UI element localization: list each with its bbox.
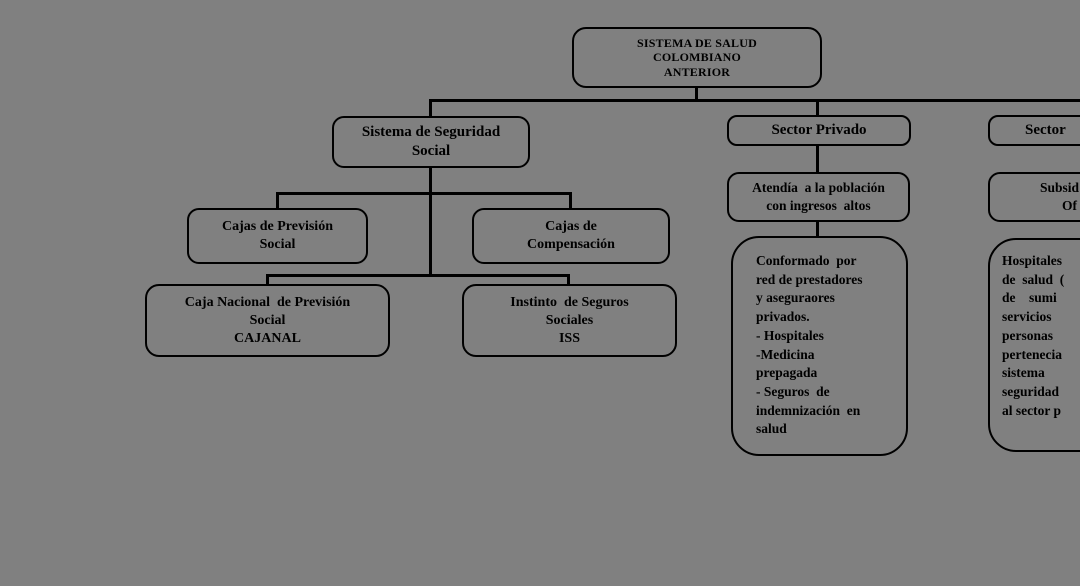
node-text-line: Hospitales <box>1002 253 1063 268</box>
connector-drop-sector-privado <box>816 99 819 115</box>
node-text-line: Instinto de Seguros <box>510 294 629 310</box>
node-subsidios-clipped: Subsid Of <box>988 172 1080 222</box>
node-subsidios-line1: Subsid <box>1040 180 1080 195</box>
node-sistema-de-salud-colombiano-anterior: SISTEMA DE SALUD COLOMBIANO ANTERIOR <box>572 27 822 88</box>
node-text-line: Social <box>249 312 286 328</box>
node-sector-privado: Sector Privado <box>727 115 911 146</box>
node-text-line: salud <box>756 421 787 437</box>
node-text-line: Atendía a la población <box>752 180 885 195</box>
node-text-line: - Hospitales <box>756 327 824 343</box>
connector-atendia-conformado <box>816 222 819 236</box>
connector-sector-privado-atendia <box>816 146 819 172</box>
node-atendia-poblacion-ingresos-altos: Atendía a la población con ingresos altos <box>727 172 910 222</box>
node-sector-clipped: Sector <box>988 115 1080 146</box>
node-text-line: SISTEMA DE SALUD <box>637 35 757 50</box>
node-text-line: con ingresos altos <box>766 198 871 213</box>
node-text-line: al sector p <box>1002 402 1061 418</box>
node-sector-clipped-label: Sector <box>1025 122 1066 138</box>
node-text-line: CAJANAL <box>234 330 301 346</box>
node-cajanal: Caja Nacional de Previsión Social CAJANAL <box>145 284 390 357</box>
connector-seguridad-trunk <box>429 168 432 277</box>
connector-drop-cajanal <box>266 274 269 284</box>
node-sector-privado-label: Sector Privado <box>771 122 867 138</box>
node-text-line: sistema <box>1002 365 1045 381</box>
node-text-line: ISS <box>558 330 581 346</box>
node-text-line: y aseguraores <box>756 290 835 306</box>
node-text-line: prepagada <box>756 365 818 381</box>
node-text-line: Compensación <box>527 237 615 252</box>
node-conformado-red-prestadores: Conformado por red de prestadores y asegur… <box>731 236 908 456</box>
node-text-line: Sistema de Seguridad <box>361 124 501 140</box>
node-sistema-de-seguridad-social: Sistema de Seguridad Social <box>332 116 530 168</box>
node-text-line: indemnización en <box>756 402 861 418</box>
node-text-line: Cajas de <box>545 219 597 234</box>
connector-level2-horizontal <box>276 192 572 195</box>
node-text-line: -Medicina <box>756 346 815 362</box>
node-subsidios-line2: Of <box>1062 198 1077 213</box>
node-text-line: Social <box>411 143 451 159</box>
node-cajas-de-prevision-social: Cajas de Previsión Social <box>187 208 368 264</box>
node-text-line: privados. <box>756 309 810 325</box>
node-text-line: Caja Nacional de Previsión <box>184 294 351 310</box>
node-text-line: Conformado por <box>756 253 857 268</box>
node-text-line: pertenecia <box>1002 346 1062 362</box>
node-iss: Instinto de Seguros Sociales ISS <box>462 284 677 357</box>
connector-drop-cajas-prevision <box>276 192 279 208</box>
node-text-line: ANTERIOR <box>663 64 731 79</box>
connector-drop-iss <box>567 274 570 284</box>
node-text-line: Cajas de Previsión <box>222 219 333 234</box>
node-text-line: servicios <box>1002 309 1052 325</box>
node-text-line: Social <box>259 237 296 252</box>
connector-drop-cajas-compensacion <box>569 192 572 208</box>
node-hospitales-clipped: Hospitales de salud ( de sumi servicios pers… <box>988 238 1080 452</box>
node-text-line: Sociales <box>545 312 594 328</box>
node-text-line: de sumi <box>1002 290 1057 306</box>
connector-level3-horizontal <box>266 274 570 277</box>
node-text-line: seguridad <box>1002 383 1060 399</box>
node-cajas-de-compensacion: Cajas de Compensación <box>472 208 670 264</box>
connector-root-drop <box>695 88 698 101</box>
node-text-line: personas <box>1002 327 1054 343</box>
node-text-line: - Seguros de <box>756 383 830 399</box>
connector-level1-horizontal <box>429 99 1080 102</box>
connector-drop-seguridad <box>429 99 432 116</box>
node-text-line: red de prestadores <box>756 271 863 287</box>
node-text-line: COLOMBIANO <box>652 50 741 65</box>
node-text-line: de salud ( <box>1002 271 1065 287</box>
